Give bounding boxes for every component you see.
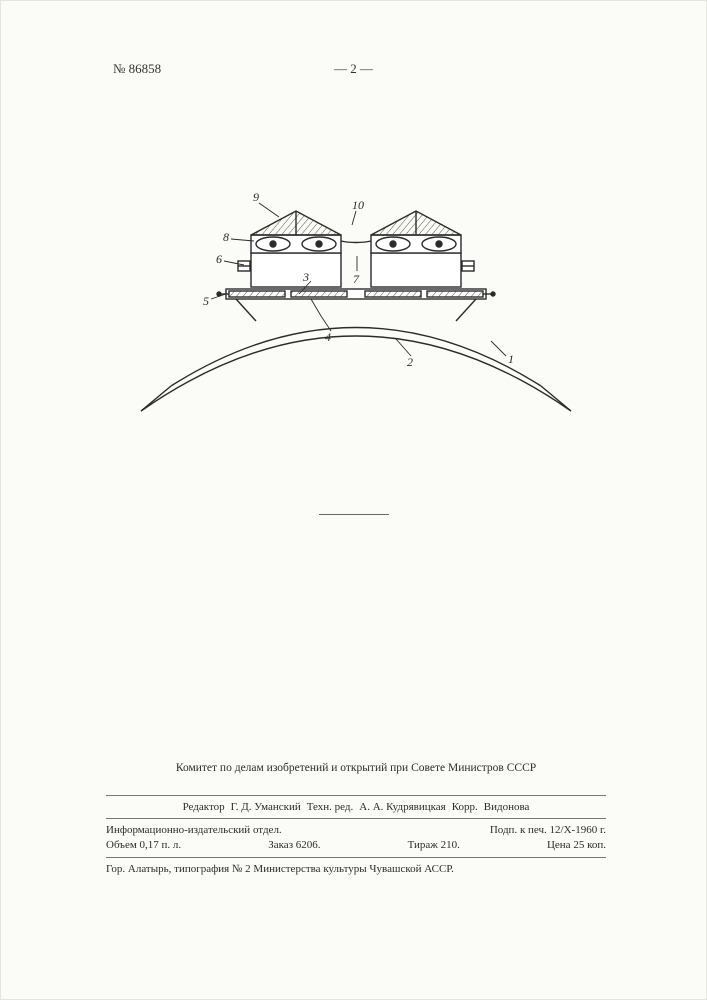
label-7: 7 — [353, 272, 360, 286]
footer-rule-2 — [106, 818, 606, 819]
print-date: Подп. к печ. 12/X-1960 г. — [490, 823, 606, 838]
editor-label: Редактор — [183, 800, 225, 815]
label-4: 4 — [325, 330, 331, 344]
editor-name: Г. Д. Уманский — [231, 800, 301, 815]
label-2: 2 — [407, 355, 413, 369]
separator-line — [319, 514, 389, 515]
info-row-2: Объем 0,17 п. л. Заказ 6206. Тираж 210. … — [106, 838, 606, 853]
price: Цена 25 коп. — [547, 838, 606, 853]
label-5: 5 — [203, 294, 209, 308]
footer-rule-3 — [106, 857, 606, 858]
footer-rule-1 — [106, 795, 606, 796]
figure: 9 10 8 6 5 4 7 3 1 2 — [111, 181, 601, 451]
committee-line: Комитет по делам изобретений и открытий … — [106, 761, 606, 777]
editors-row: Редактор Г. Д. Уманский Техн. ред. А. А.… — [106, 800, 606, 815]
label-10: 10 — [352, 198, 364, 212]
corrector-name: Видонова — [484, 800, 530, 815]
label-9: 9 — [253, 190, 259, 204]
corrector-label: Корр. — [452, 800, 478, 815]
printer-line: Гор. Алатырь, типография № 2 Министерств… — [106, 862, 606, 877]
tech-editor-label: Техн. ред. — [307, 800, 354, 815]
document-number: № 86858 — [113, 61, 161, 77]
page: № 86858 — 2 — — [0, 0, 707, 1000]
label-8: 8 — [223, 230, 229, 244]
tech-editor-name: А. А. Кудрявицкая — [359, 800, 445, 815]
info-row-1: Информационно-издательский отдел. Подп. … — [106, 823, 606, 838]
volume: Объем 0,17 п. л. — [106, 838, 181, 853]
figure-svg: 9 10 8 6 5 4 7 3 1 2 — [111, 181, 601, 451]
order-number: Заказ 6206. — [268, 838, 320, 853]
footer-block: Комитет по делам изобретений и открытий … — [106, 761, 606, 877]
label-6: 6 — [216, 252, 222, 266]
page-number: — 2 — — [334, 61, 373, 77]
label-3: 3 — [302, 270, 309, 284]
label-1: 1 — [508, 352, 514, 366]
publisher-dept: Информационно-издательский отдел. — [106, 823, 282, 838]
tirage: Тираж 210. — [408, 838, 460, 853]
